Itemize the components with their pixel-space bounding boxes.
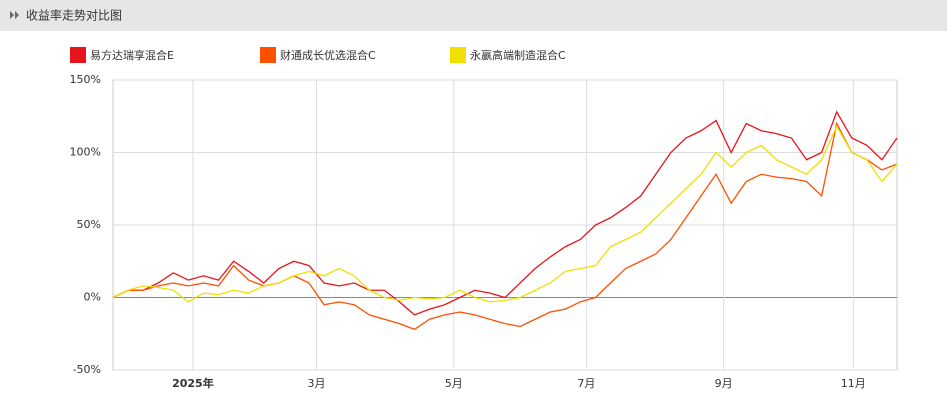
line-series <box>112 124 898 303</box>
line-series <box>112 121 898 331</box>
legend-label: 易方达瑞享混合E <box>90 48 174 62</box>
x-tick-label: 7月 <box>577 377 595 390</box>
legend-swatch <box>260 47 276 63</box>
y-tick-label: 0% <box>84 291 101 304</box>
y-tick-label: 150% <box>70 73 101 86</box>
y-tick-label: 50% <box>77 218 101 231</box>
x-tick-label: 5月 <box>445 377 463 390</box>
legend-label: 永嬴高端制造混合C <box>470 48 566 62</box>
legend-swatch <box>450 47 466 63</box>
legend-swatch <box>70 47 86 63</box>
x-tick-label: 2025年 <box>172 376 214 390</box>
header-icon <box>10 11 19 19</box>
legend-label: 财通成长优选混合C <box>280 48 376 62</box>
x-tick-label: 11月 <box>841 377 866 390</box>
line-series <box>112 110 898 316</box>
y-tick-label: 100% <box>70 146 101 159</box>
header-bar <box>0 0 947 31</box>
x-tick-label: 9月 <box>715 377 733 390</box>
x-tick-label: 3月 <box>308 377 326 390</box>
header-title: 收益率走势对比图 <box>26 8 122 23</box>
y-tick-label: -50% <box>73 363 101 376</box>
